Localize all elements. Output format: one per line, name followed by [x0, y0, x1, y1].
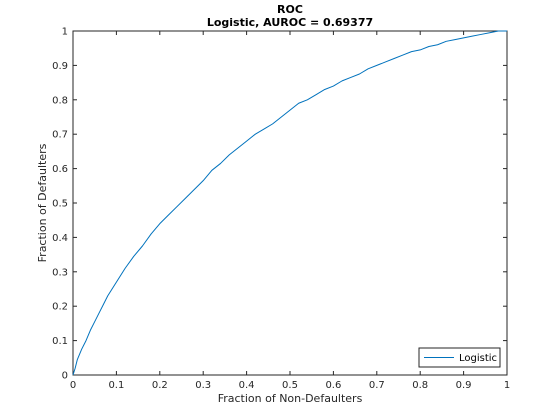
- y-tick-label: 0.9: [52, 61, 68, 72]
- x-tick-label: 0.8: [412, 380, 428, 391]
- chart-subtitle: Logistic, AUROC = 0.69377: [207, 16, 373, 29]
- x-tick-label: 0.3: [195, 380, 211, 391]
- y-axis-label: Fraction of Defaulters: [36, 143, 49, 262]
- y-tick-label: 0.2: [52, 302, 68, 313]
- y-tick-label: 0.5: [52, 199, 68, 210]
- y-tick-label: 0: [62, 371, 68, 382]
- x-axis-label: Fraction of Non-Defaulters: [218, 392, 363, 405]
- y-tick-label: 0.3: [52, 267, 68, 278]
- ticks-group: 0 0.1 0.2 0.3 0.4 0.5 0.6 0.7 0.8 0.9 1 0 0.1 0.2 0.3 0…: [52, 27, 510, 392]
- x-tick-label: 1: [504, 380, 510, 391]
- x-tick-label: 0.2: [152, 380, 168, 391]
- legend-box: [418, 347, 501, 368]
- y-tick-label: 0.6: [52, 164, 68, 175]
- x-tick-label: 0.5: [282, 380, 298, 391]
- y-tick-label: 0.4: [52, 233, 68, 244]
- x-tick-label: 0.4: [239, 380, 255, 391]
- chart-title: ROC: [277, 3, 303, 16]
- legend: Logistic: [418, 347, 501, 368]
- legend-label-logistic: Logistic: [459, 353, 497, 364]
- series-group: [72, 30, 507, 376]
- x-tick-label: 0.6: [325, 380, 341, 391]
- y-tick-label: 0.8: [52, 95, 68, 106]
- x-tick-label: 0.1: [108, 380, 124, 391]
- x-tick-label: 0.9: [456, 380, 472, 391]
- y-tick-label: 0.7: [52, 130, 68, 141]
- y-tick-label: 0.1: [52, 336, 68, 347]
- y-tick-label: 1: [62, 27, 68, 38]
- series-line-logistic: [72, 30, 507, 376]
- plot-area: [72, 30, 508, 376]
- x-tick-label: 0: [70, 380, 76, 391]
- x-tick-label: 0.7: [369, 380, 385, 391]
